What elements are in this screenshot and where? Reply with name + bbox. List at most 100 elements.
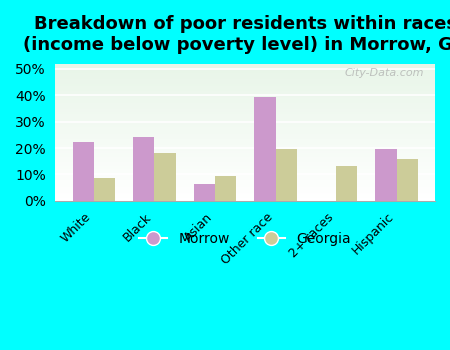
Bar [55, 87, 435, 88]
Bar [55, 150, 435, 152]
Bar [154, 153, 176, 201]
Bar [55, 82, 435, 83]
Bar [55, 112, 435, 113]
Bar [55, 99, 435, 101]
Bar [55, 127, 435, 128]
Bar [133, 138, 154, 201]
Bar [275, 149, 297, 201]
Bar [55, 94, 435, 95]
Title: Breakdown of poor residents within races
(income below poverty level) in Morrow,: Breakdown of poor residents within races… [23, 15, 450, 54]
Legend: Morrow, Georgia: Morrow, Georgia [134, 226, 356, 251]
Bar [55, 117, 435, 119]
Bar [55, 139, 435, 140]
Bar [55, 168, 435, 169]
Bar [55, 197, 435, 198]
Bar [55, 169, 435, 170]
Bar [55, 153, 435, 154]
Bar [55, 97, 435, 98]
Bar [55, 193, 435, 194]
Bar [55, 72, 435, 73]
Bar [55, 98, 435, 99]
Bar [55, 179, 435, 180]
Bar [73, 142, 94, 201]
Bar [55, 101, 435, 102]
Bar [55, 84, 435, 86]
Bar [55, 119, 435, 120]
Bar [55, 182, 435, 183]
Bar [55, 172, 435, 173]
Bar [55, 176, 435, 177]
Bar [55, 152, 435, 153]
Bar [375, 149, 396, 201]
Bar [55, 124, 435, 125]
Bar [55, 162, 435, 164]
Bar [55, 75, 435, 76]
Bar [55, 86, 435, 87]
Bar [55, 161, 435, 162]
Bar [55, 157, 435, 158]
Bar [55, 122, 435, 124]
Bar [55, 170, 435, 172]
Bar [55, 95, 435, 97]
Bar [55, 105, 435, 106]
Bar [55, 167, 435, 168]
Bar [55, 147, 435, 149]
Bar [55, 128, 435, 130]
Bar [55, 142, 435, 143]
Bar [336, 167, 357, 201]
Bar [55, 183, 435, 184]
Bar [55, 177, 435, 179]
Bar [55, 165, 435, 167]
Bar [215, 176, 236, 201]
Bar [55, 173, 435, 175]
Bar [55, 77, 435, 79]
Bar [55, 104, 435, 105]
Bar [55, 130, 435, 131]
Bar [254, 97, 275, 201]
Bar [55, 71, 435, 72]
Bar [94, 178, 115, 201]
Bar [55, 145, 435, 146]
Bar [55, 110, 435, 112]
Bar [55, 186, 435, 187]
Bar [55, 90, 435, 91]
Bar [55, 134, 435, 135]
Bar [55, 136, 435, 138]
Bar [55, 140, 435, 142]
Bar [55, 194, 435, 195]
Bar [55, 191, 435, 193]
Bar [55, 68, 435, 69]
Bar [55, 131, 435, 132]
Bar [55, 88, 435, 90]
Bar [55, 143, 435, 145]
Bar [55, 66, 435, 68]
Bar [55, 146, 435, 147]
Bar [55, 155, 435, 157]
Bar [55, 199, 435, 201]
Bar [194, 184, 215, 201]
Bar [55, 80, 435, 82]
Bar [55, 195, 435, 197]
Bar [55, 158, 435, 160]
Bar [55, 154, 435, 155]
Bar [55, 190, 435, 191]
Bar [55, 65, 435, 66]
Bar [55, 121, 435, 122]
Bar [55, 164, 435, 165]
Bar [55, 113, 435, 114]
Bar [55, 91, 435, 92]
Bar [396, 159, 418, 201]
Bar [55, 187, 435, 188]
Bar [55, 79, 435, 80]
Bar [55, 198, 435, 200]
Bar [55, 73, 435, 75]
Bar [55, 125, 435, 127]
Bar [55, 83, 435, 84]
Bar [55, 160, 435, 161]
Bar [55, 188, 435, 190]
Bar [55, 114, 435, 116]
Bar [55, 138, 435, 139]
Bar [55, 175, 435, 176]
Bar [55, 116, 435, 117]
Bar [55, 109, 435, 110]
